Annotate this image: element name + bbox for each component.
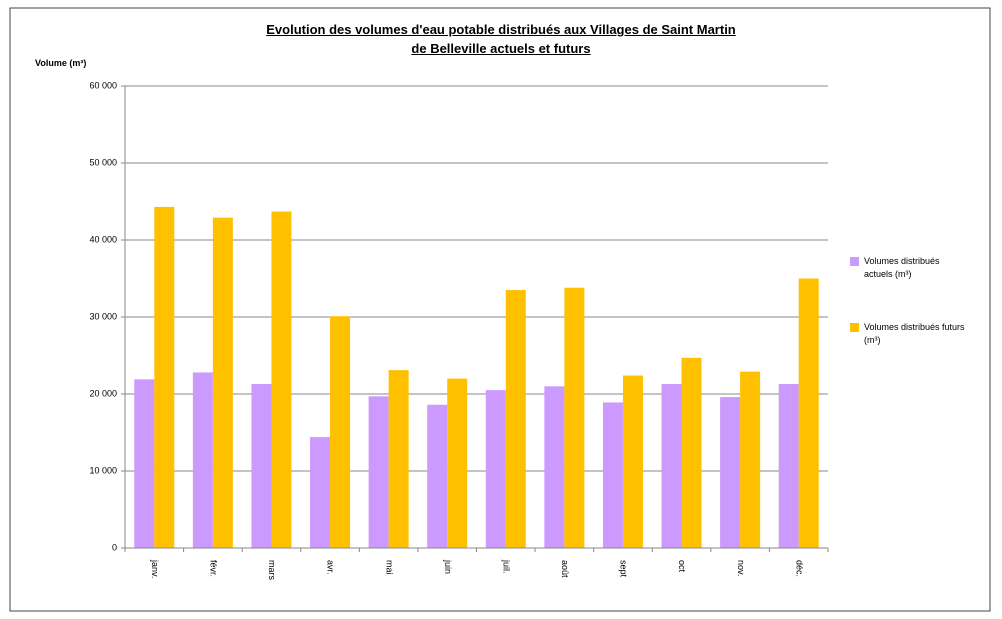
bar (798, 278, 819, 548)
bar (251, 383, 272, 548)
x-tick-label: janv. (150, 559, 160, 578)
legend-label: Volumes distribués actuels (m³) (864, 256, 940, 279)
legend-swatch (850, 323, 859, 332)
bar (661, 383, 682, 548)
y-axis-label: Volume (m³) (35, 58, 87, 68)
bar (485, 390, 506, 548)
bar (681, 357, 702, 548)
bar (622, 375, 643, 548)
x-tick-label: nov. (736, 560, 746, 576)
x-tick-label: avr. (326, 560, 336, 575)
bar (310, 437, 331, 548)
chart-title: Evolution des volumes d'eau potable dist… (266, 22, 736, 56)
bar (388, 370, 409, 548)
x-tick-label: août (560, 560, 570, 578)
x-tick-label: déc. (794, 560, 804, 577)
bar (602, 402, 623, 548)
bar (427, 404, 448, 548)
bar (134, 379, 155, 548)
bar (720, 397, 741, 548)
bar (740, 371, 761, 548)
y-tick-label: 10 000 (89, 465, 117, 475)
x-tick-label: juin (443, 559, 453, 574)
y-tick-label: 30 000 (89, 311, 117, 321)
x-tick-label: oct (677, 560, 687, 573)
bar (505, 290, 526, 548)
bar (778, 383, 799, 548)
bar (368, 396, 389, 548)
x-tick-label: juil. (501, 559, 511, 574)
bar (330, 316, 351, 548)
y-tick-label: 40 000 (89, 234, 117, 244)
x-tick-label: mars (267, 560, 277, 580)
bar (271, 211, 292, 548)
legend-label: Volumes distribués futurs (m³) (864, 322, 965, 345)
legend-swatch (850, 257, 859, 266)
bar (564, 287, 585, 548)
legend-item: Volumes distribués actuels (m³) (850, 255, 970, 281)
y-tick-label: 60 000 (89, 80, 117, 90)
y-tick-label: 50 000 (89, 157, 117, 167)
bar (192, 372, 213, 548)
x-tick-label: févr. (209, 560, 219, 577)
chart-frame (9, 7, 991, 612)
bar (212, 217, 233, 549)
y-tick-label: 0 (112, 542, 117, 552)
bar (447, 378, 468, 548)
bar (544, 386, 565, 548)
y-tick-label: 20 000 (89, 388, 117, 398)
bar (154, 206, 175, 548)
legend-item: Volumes distribués futurs (m³) (850, 321, 970, 347)
x-tick-label: mai (384, 560, 394, 575)
x-tick-label: sept (619, 560, 629, 578)
